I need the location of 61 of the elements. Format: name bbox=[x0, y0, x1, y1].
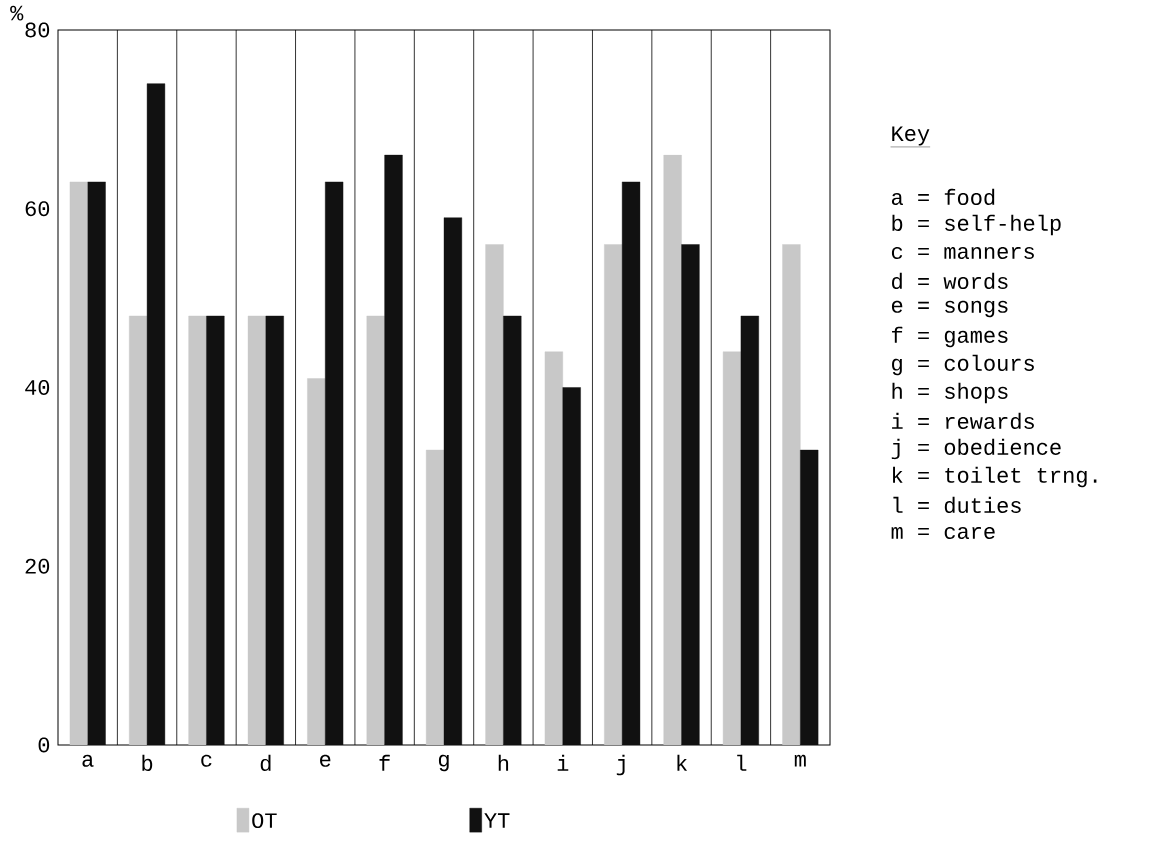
bar bbox=[69, 181, 88, 745]
bar bbox=[604, 244, 623, 745]
text: Key bbox=[892, 126, 930, 146]
text: m = care bbox=[891, 526, 995, 540]
bar bbox=[443, 217, 463, 745]
x-tick-label: b bbox=[142, 754, 153, 771]
y-tick-label: 40 bbox=[25, 380, 50, 395]
text: e = songs bbox=[891, 300, 1008, 318]
bar bbox=[188, 315, 207, 745]
x-tick-label: e bbox=[320, 754, 331, 767]
text: k = toilet trng. bbox=[893, 466, 1097, 488]
x-tick-label: c bbox=[201, 754, 212, 767]
bar bbox=[247, 315, 267, 745]
bar bbox=[544, 351, 563, 745]
y-tick-label: 60 bbox=[25, 201, 50, 217]
bar bbox=[87, 181, 106, 745]
bar bbox=[562, 387, 581, 745]
x-tick-label: k bbox=[677, 754, 688, 771]
legend-label: OT bbox=[252, 813, 277, 829]
x-tick-label: f bbox=[379, 754, 390, 771]
bar bbox=[722, 351, 742, 745]
text: b = self-help bbox=[892, 214, 1061, 236]
x-tick-label: m bbox=[794, 754, 806, 767]
x-tick-label: d bbox=[260, 754, 271, 772]
x-tick-label: i bbox=[557, 754, 569, 771]
bar bbox=[325, 181, 344, 745]
bar bbox=[503, 315, 522, 745]
text: d = words bbox=[892, 272, 1008, 290]
bar bbox=[146, 83, 166, 745]
bar bbox=[485, 244, 504, 745]
x-tick-label: l bbox=[737, 754, 747, 771]
text: c = manners bbox=[891, 246, 1034, 260]
text: j = obedience bbox=[891, 438, 1061, 460]
bar bbox=[425, 449, 445, 745]
bar bbox=[740, 315, 759, 745]
text: a = food bbox=[891, 188, 995, 206]
legend-label: YT bbox=[484, 813, 510, 828]
x-tick-label: g bbox=[438, 754, 449, 772]
text: l = duties bbox=[893, 496, 1021, 514]
bar bbox=[307, 378, 326, 745]
bar bbox=[663, 154, 682, 745]
y-axis-title: % bbox=[10, 5, 24, 21]
text: i = rewards bbox=[892, 412, 1034, 430]
x-tick-label: h bbox=[498, 754, 509, 771]
bar bbox=[800, 449, 819, 745]
bar bbox=[129, 315, 148, 745]
bar bbox=[265, 315, 284, 745]
bar bbox=[681, 244, 700, 745]
x-tick-label: a bbox=[82, 754, 94, 767]
text: f = games bbox=[892, 326, 1008, 348]
bar bbox=[782, 244, 801, 745]
y-tick-label: 0 bbox=[38, 737, 50, 753]
text: h = shops bbox=[892, 382, 1008, 404]
bar bbox=[366, 315, 385, 745]
bar bbox=[621, 181, 641, 745]
text: g = colours bbox=[892, 354, 1034, 376]
bar bbox=[206, 315, 225, 745]
bar bbox=[384, 154, 403, 745]
x-tick-label: j bbox=[616, 754, 625, 776]
y-tick-label: 80 bbox=[25, 22, 50, 38]
y-tick-label: 20 bbox=[25, 558, 50, 574]
